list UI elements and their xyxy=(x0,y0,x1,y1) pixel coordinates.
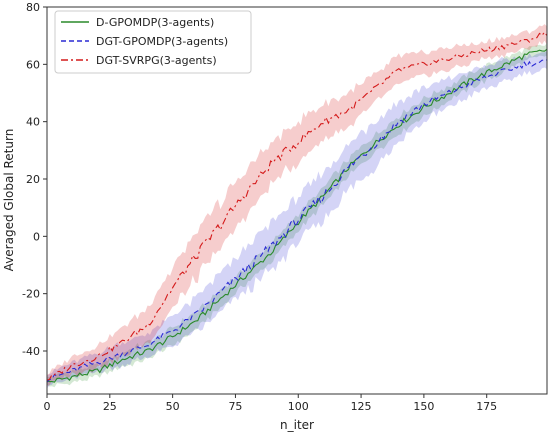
y-tick-label: -40 xyxy=(22,345,40,358)
x-axis-ticks: 0 25 50 75 100 125 150 175 xyxy=(44,394,497,413)
legend-entry-label: DGT-GPOMDP(3-agents) xyxy=(96,35,228,48)
legend-entry-label: DGT-SVRPG(3-agents) xyxy=(96,54,217,67)
x-tick-label: 75 xyxy=(228,400,242,413)
x-tick-label: 125 xyxy=(351,400,372,413)
legend: D-GPOMDP(3-agents) DGT-GPOMDP(3-agents) DG… xyxy=(54,10,252,74)
x-tick-label: 25 xyxy=(103,400,117,413)
series-band xyxy=(47,51,547,389)
y-tick-label: 20 xyxy=(26,173,40,186)
series-band xyxy=(47,43,547,388)
x-tick-label: 100 xyxy=(288,400,309,413)
x-tick-label: 50 xyxy=(166,400,180,413)
x-tick-label: 150 xyxy=(413,400,434,413)
confidence-bands xyxy=(47,24,547,389)
y-tick-label: 0 xyxy=(33,230,40,243)
y-tick-label: 80 xyxy=(26,1,40,14)
series-lines xyxy=(46,31,548,383)
y-tick-label: 40 xyxy=(26,116,40,129)
series-band xyxy=(47,24,547,386)
y-axis-label: Averaged Global Return xyxy=(2,129,16,272)
series-line xyxy=(46,31,548,381)
legend-entry-label: D-GPOMDP(3-agents) xyxy=(96,16,214,29)
y-axis-ticks: -40 -20 0 20 40 60 80 xyxy=(22,1,47,358)
legend-box xyxy=(54,10,252,74)
series-line xyxy=(46,59,548,383)
y-tick-label: -20 xyxy=(22,288,40,301)
x-tick-label: 0 xyxy=(44,400,51,413)
y-tick-label: 60 xyxy=(26,58,40,71)
x-axis-label: n_iter xyxy=(280,418,314,432)
x-tick-label: 175 xyxy=(476,400,497,413)
plot-frame xyxy=(46,6,548,395)
